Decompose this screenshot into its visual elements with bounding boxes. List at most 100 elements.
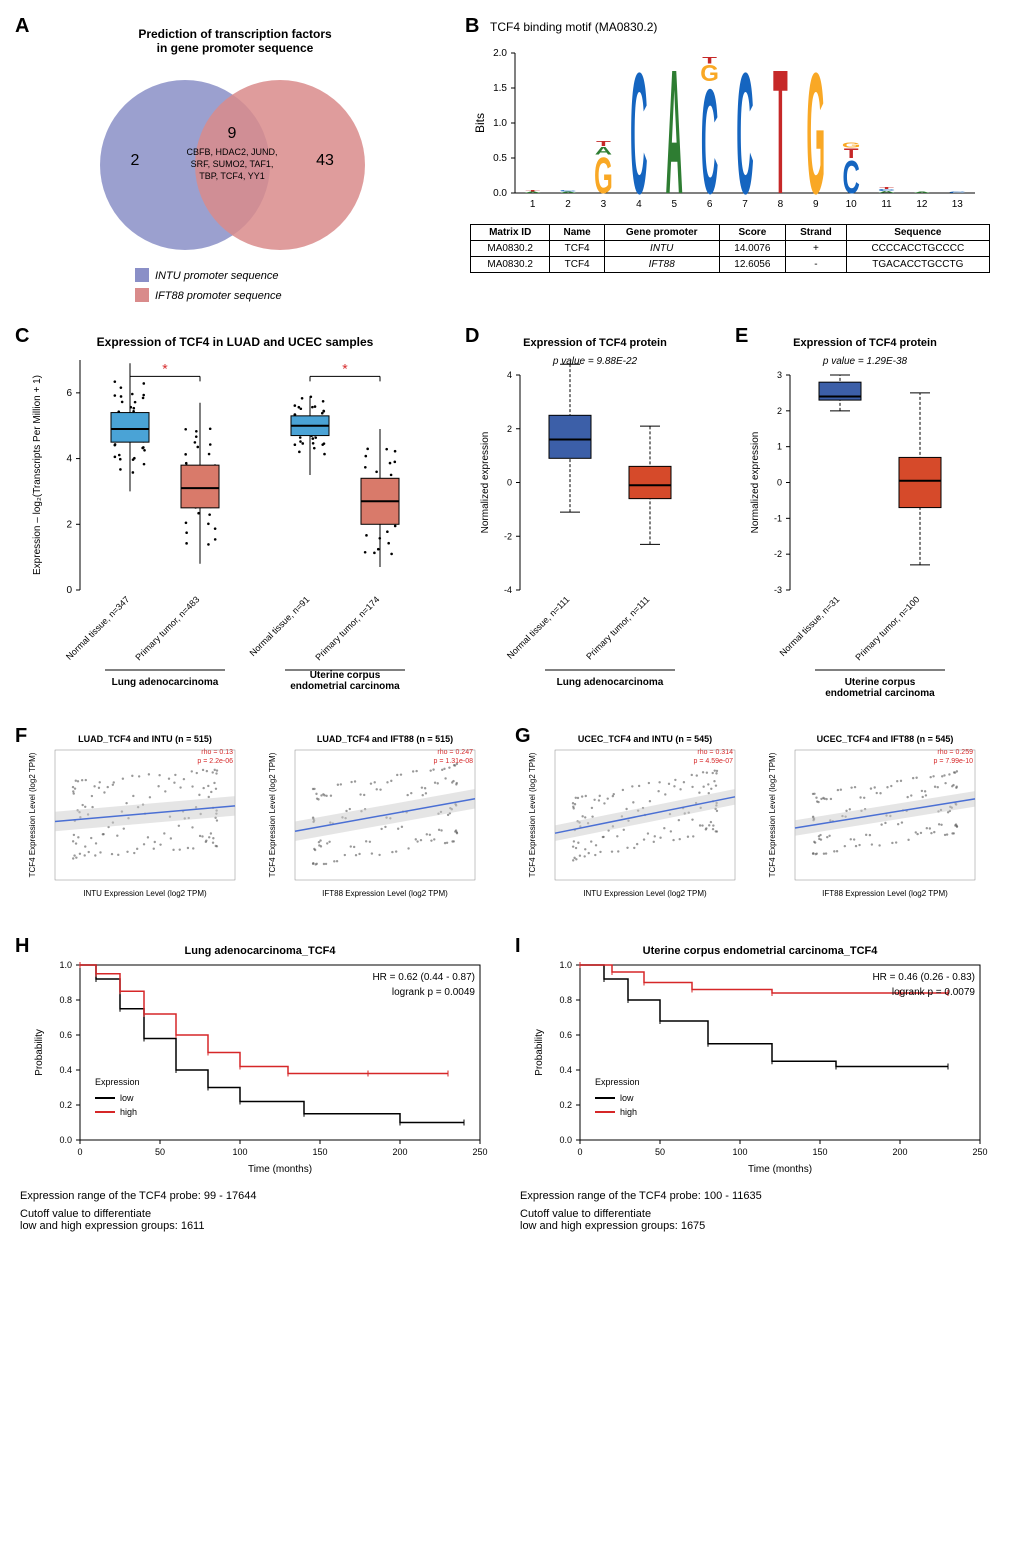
svg-text:in gene promoter sequence: in gene promoter sequence: [157, 41, 314, 55]
svg-text:3: 3: [777, 370, 782, 380]
svg-text:INTU promoter sequence: INTU promoter sequence: [155, 270, 279, 282]
svg-text:logrank p = 0.0079: logrank p = 0.0079: [892, 987, 976, 998]
boxplot-c: Expression of TCF4 in LUAD and UCEC samp…: [20, 330, 450, 710]
svg-text:Prediction of transcription fa: Prediction of transcription factors: [138, 27, 332, 41]
svg-text:0: 0: [577, 1147, 582, 1157]
svg-text:HR = 0.62 (0.44 - 0.87): HR = 0.62 (0.44 - 0.87): [372, 972, 475, 983]
svg-text:150: 150: [812, 1147, 827, 1157]
svg-text:G: G: [842, 141, 861, 149]
venn-diagram: Prediction of transcription factorsin ge…: [20, 20, 450, 310]
boxplot-d: Expression of TCF4 protein p value = 9.88…: [470, 330, 720, 710]
svg-text:200: 200: [892, 1147, 907, 1157]
svg-text:A: A: [913, 191, 930, 193]
svg-text:Expression – log₂(Transcripts: Expression – log₂(Transcripts Per Millio…: [32, 375, 43, 575]
svg-text:Lung adenocarcinoma: Lung adenocarcinoma: [112, 677, 219, 688]
svg-text:0: 0: [77, 1147, 82, 1157]
svg-text:3: 3: [601, 199, 607, 210]
svg-text:C: C: [630, 38, 647, 218]
svg-text:1: 1: [530, 199, 536, 210]
svg-text:UCEC_TCF4 and IFT88 (n = 545): UCEC_TCF4 and IFT88 (n = 545): [817, 734, 954, 744]
svg-text:IFT88 promoter sequence: IFT88 promoter sequence: [155, 290, 282, 302]
scatter-f: LUAD_TCF4 and INTU (n = 515)rho = 0.13p …: [20, 730, 500, 920]
svg-text:TCF4 Expression Level (log2 TP: TCF4 Expression Level (log2 TPM): [528, 752, 537, 877]
svg-text:p = 4.59e-07: p = 4.59e-07: [693, 758, 733, 765]
svg-text:4: 4: [66, 454, 72, 465]
svg-text:Primary tumor, n=100: Primary tumor, n=100: [853, 594, 921, 662]
svg-text:p = 7.99e-10: p = 7.99e-10: [933, 758, 973, 765]
svg-text:0.8: 0.8: [59, 995, 72, 1005]
svg-text:200: 200: [392, 1147, 407, 1157]
svg-text:IFT88 Expression Level (log2 T: IFT88 Expression Level (log2 TPM): [822, 889, 948, 898]
svg-text:SRF, SUMO2, TAF1,: SRF, SUMO2, TAF1,: [191, 159, 274, 169]
svg-text:C: C: [559, 190, 576, 192]
boxplot-e: Expression of TCF4 proteinp value = 1.29…: [740, 330, 990, 710]
svg-text:0: 0: [507, 478, 512, 488]
panel-h-footer1: Expression range of the TCF4 probe: 99 -…: [20, 1190, 500, 1202]
svg-text:13: 13: [952, 199, 964, 210]
svg-text:Normalized expression: Normalized expression: [750, 432, 761, 534]
svg-text:43: 43: [316, 152, 334, 169]
svg-text:1: 1: [777, 442, 782, 452]
svg-text:6: 6: [707, 199, 713, 210]
svg-text:Time (months): Time (months): [248, 1164, 312, 1175]
svg-text:p = 2.2e-06: p = 2.2e-06: [197, 758, 233, 765]
svg-text:0.0: 0.0: [559, 1135, 572, 1145]
svg-text:*: *: [342, 360, 348, 376]
svg-text:7: 7: [742, 199, 748, 210]
svg-text:9: 9: [813, 199, 819, 210]
svg-text:Lung adenocarcinoma_TCF4: Lung adenocarcinoma_TCF4: [185, 945, 337, 957]
svg-text:-2: -2: [504, 531, 512, 541]
svg-text:T: T: [596, 139, 611, 147]
svg-text:high: high: [620, 1107, 637, 1117]
panel-i-footer1: Expression range of the TCF4 probe: 100 …: [520, 1190, 1000, 1202]
panel-f-label: F: [15, 725, 27, 748]
svg-text:endometrial carcinoma: endometrial carcinoma: [290, 681, 400, 692]
scatter-g: UCEC_TCF4 and INTU (n = 545)rho = 0.314p…: [520, 730, 1000, 920]
svg-text:Expression: Expression: [595, 1077, 640, 1087]
svg-text:2: 2: [66, 519, 72, 530]
svg-text:-2: -2: [774, 549, 782, 559]
svg-text:-1: -1: [774, 513, 782, 523]
panel-b: B TCF4 binding motif (MA0830.2) 0.00.51.…: [470, 20, 990, 310]
svg-text:0.6: 0.6: [559, 1030, 572, 1040]
panel-e: E Expression of TCF4 proteinp value = 1.…: [740, 330, 990, 710]
svg-text:0: 0: [777, 478, 782, 488]
svg-text:Uterine corpus: Uterine corpus: [845, 677, 916, 688]
panel-g-label: G: [515, 725, 531, 748]
svg-text:LUAD_TCF4 and IFT88 (n = 515): LUAD_TCF4 and IFT88 (n = 515): [317, 734, 453, 744]
svg-text:-3: -3: [774, 585, 782, 595]
svg-text:p = 1.31e-08: p = 1.31e-08: [433, 758, 473, 765]
svg-text:CBFB, HDAC2, JUND,: CBFB, HDAC2, JUND,: [186, 147, 277, 157]
svg-text:100: 100: [232, 1147, 247, 1157]
svg-text:high: high: [120, 1107, 137, 1117]
svg-text:Expression of TCF4 protein: Expression of TCF4 protein: [523, 337, 667, 349]
svg-text:TCF4 Expression Level (log2 TP: TCF4 Expression Level (log2 TPM): [268, 752, 277, 877]
svg-text:5: 5: [671, 199, 677, 210]
svg-text:Probability: Probability: [34, 1029, 45, 1076]
svg-text:p value = 9.88E-22: p value = 9.88E-22: [552, 356, 638, 367]
svg-text:T: T: [702, 55, 717, 65]
svg-text:12: 12: [916, 199, 928, 210]
svg-text:LUAD_TCF4 and INTU (n = 515): LUAD_TCF4 and INTU (n = 515): [78, 734, 212, 744]
svg-text:100: 100: [732, 1147, 747, 1157]
svg-text:Lung adenocarcinoma: Lung adenocarcinoma: [557, 677, 664, 688]
svg-text:TCF4 Expression Level (log2 TP: TCF4 Expression Level (log2 TPM): [28, 752, 37, 877]
panel-b-label: B: [465, 15, 479, 38]
svg-text:0.6: 0.6: [59, 1030, 72, 1040]
svg-text:10: 10: [846, 199, 858, 210]
sequence-logo: 0.00.51.01.52.0BitsAT1AC2GAT3C4A5CGT6C7T…: [470, 38, 990, 218]
svg-text:8: 8: [778, 199, 784, 210]
svg-text:0.4: 0.4: [59, 1065, 72, 1075]
svg-text:Expression of TCF4 protein: Expression of TCF4 protein: [793, 337, 937, 349]
panel-a: A Prediction of transcription factorsin …: [20, 20, 450, 310]
svg-text:TCF4 Expression Level (log2 TP: TCF4 Expression Level (log2 TPM): [768, 752, 777, 877]
panel-g: G UCEC_TCF4 and INTU (n = 545)rho = 0.31…: [520, 730, 1000, 920]
svg-text:0.8: 0.8: [559, 995, 572, 1005]
svg-text:0.4: 0.4: [559, 1065, 572, 1075]
panel-i-footer2: Cutoff value to differentiate low and hi…: [520, 1208, 1000, 1232]
svg-text:T: T: [773, 38, 788, 218]
svg-text:*: *: [162, 360, 168, 376]
svg-text:6: 6: [66, 388, 72, 399]
svg-text:4: 4: [636, 199, 642, 210]
svg-text:4: 4: [507, 370, 512, 380]
